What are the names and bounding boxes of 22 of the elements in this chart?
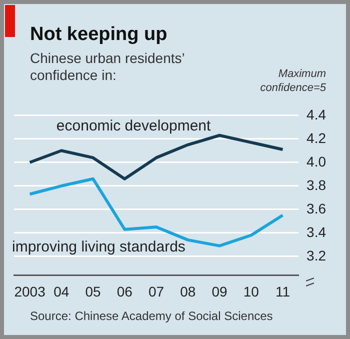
x-tick-label: 09 [212,283,228,300]
series-label: economic development [56,118,212,135]
x-tick-label: 06 [116,283,133,300]
source-note: Source: Chinese Academy of Social Sciences [30,309,273,323]
x-tick-label: 04 [54,283,70,300]
y-tick-label: 3.4 [306,224,326,240]
chart-subtitle: Chinese urban residents’ confidence in: [30,50,186,84]
y-tick-label: 3.8 [306,176,326,193]
x-tick-label: 2003 [14,283,46,300]
text: Maximum confidence=5 [259,67,326,95]
y-tick-label: 3.6 [306,200,326,216]
y-tick-label: 4.0 [306,153,326,170]
y-tick-label: 4.2 [306,130,326,146]
x-tick-label: 11 [275,283,290,300]
x-tick-label: 10 [243,283,260,300]
x-tick-label: 05 [85,283,102,300]
chart-title: Not keeping up [30,24,168,46]
y-tick-label: 4.4 [306,106,326,122]
y-tick-label: 3.2 [306,247,326,264]
x-tick-label: 08 [180,283,196,300]
x-tick-label: 07 [148,283,164,300]
series-label: improving living standards [12,238,186,256]
